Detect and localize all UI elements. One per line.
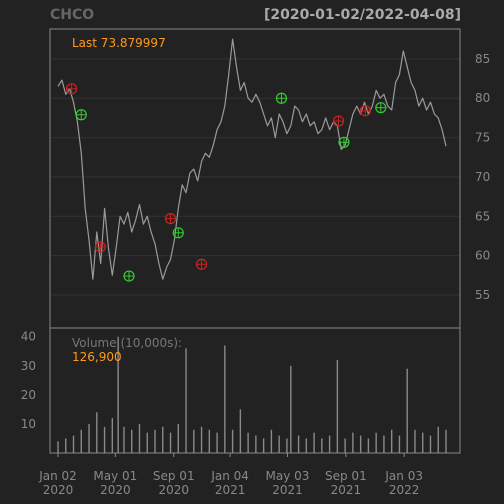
volume-tick-label: 10 bbox=[21, 417, 36, 431]
date-tick-label: Jan 02 bbox=[38, 469, 77, 483]
volume-tick-label: 40 bbox=[21, 330, 36, 344]
grid-lines bbox=[51, 58, 459, 296]
price-series bbox=[57, 38, 447, 280]
volume-tick-label: 30 bbox=[21, 359, 36, 373]
date-tick-label: Sep 01 bbox=[325, 469, 367, 483]
buy-signal-marker bbox=[123, 270, 135, 282]
volume-label: Volume (10,000s): bbox=[72, 336, 182, 350]
date-tick-year: 2020 bbox=[100, 483, 131, 497]
date-tick-label: Jan 04 bbox=[210, 469, 249, 483]
volume-axis-ticks: 10 20 30 40 bbox=[21, 330, 36, 431]
price-axis-ticks: 55 60 65 70 75 80 85 bbox=[475, 52, 490, 302]
date-range-title: [2020-01-02/2022-04-08] bbox=[264, 7, 461, 23]
sell-signal-marker bbox=[65, 83, 78, 95]
buy-signal-marker bbox=[172, 227, 184, 239]
volume-bars bbox=[57, 336, 447, 453]
buy-signal-marker bbox=[375, 102, 387, 114]
date-tick-year: 2020 bbox=[158, 483, 189, 497]
date-tick-year: 2020 bbox=[43, 483, 74, 497]
sell-signal-marker bbox=[195, 258, 208, 270]
date-tick-label: Jan 03 bbox=[384, 469, 423, 483]
price-tick-label: 75 bbox=[475, 131, 490, 145]
price-tick-label: 80 bbox=[475, 91, 490, 105]
buy-signal-marker bbox=[338, 136, 350, 148]
volume-panel bbox=[49, 327, 461, 454]
date-tick-year: 2022 bbox=[389, 483, 420, 497]
sell-signal-marker bbox=[164, 213, 177, 225]
date-tick-label: May 01 bbox=[93, 469, 137, 483]
sell-signal-marker bbox=[359, 105, 371, 117]
price-line bbox=[57, 38, 447, 280]
symbol-title: CHCO bbox=[50, 7, 94, 23]
date-tick-year: 2021 bbox=[215, 483, 246, 497]
signal-markers bbox=[65, 83, 387, 282]
sell-signal-marker bbox=[332, 115, 345, 127]
last-price-label: Last 73.879997 bbox=[72, 36, 166, 50]
price-tick-label: 65 bbox=[475, 209, 490, 223]
sell-signal-marker bbox=[94, 241, 106, 253]
date-tick-year: 2021 bbox=[331, 483, 362, 497]
price-panel bbox=[49, 28, 461, 329]
chart-panels bbox=[49, 28, 461, 454]
volume-tick-label: 20 bbox=[21, 388, 36, 402]
price-tick-label: 85 bbox=[475, 52, 490, 66]
price-tick-label: 60 bbox=[475, 249, 490, 263]
price-tick-label: 55 bbox=[475, 288, 490, 302]
price-tick-label: 70 bbox=[475, 170, 490, 184]
date-tick-label: Sep 01 bbox=[153, 469, 195, 483]
volume-value: 126,900 bbox=[72, 350, 122, 364]
buy-signal-marker bbox=[75, 109, 87, 121]
date-tick-year: 2021 bbox=[272, 483, 303, 497]
date-tick-label: May 03 bbox=[266, 469, 310, 483]
buy-signal-marker bbox=[275, 92, 288, 104]
